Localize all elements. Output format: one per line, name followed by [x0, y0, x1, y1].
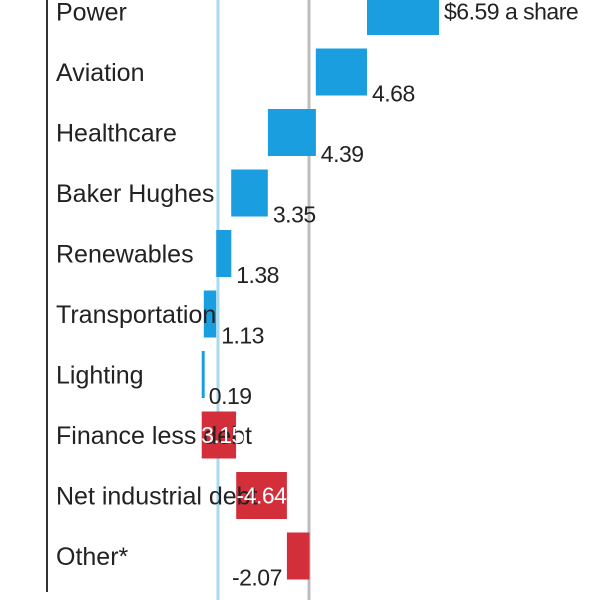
bar-other — [286, 532, 310, 580]
bar-renewables — [216, 230, 232, 277]
category-label-aviation: Aviation — [56, 59, 145, 87]
category-label-healthcare: Healthcare — [56, 120, 177, 148]
bar-aviation — [315, 48, 367, 96]
bar-baker-hughes — [231, 169, 268, 217]
bar-lighting — [201, 351, 205, 398]
value-label-aviation: 4.68 — [372, 81, 415, 107]
category-label-renewables: Renewables — [56, 241, 194, 269]
bar-transportation — [203, 290, 217, 338]
bar-net-industrial-debt — [236, 472, 287, 519]
value-label-power: $6.59 a share — [444, 0, 578, 25]
value-label-healthcare: 4.39 — [321, 141, 364, 167]
value-label-finance-less-debt: -3.15 — [194, 422, 244, 448]
category-label-finance-less-debt: Finance less debt — [56, 422, 252, 450]
category-label-power: Power — [56, 0, 127, 27]
bar-healthcare — [267, 109, 316, 156]
category-label-transportation: Transportation — [56, 301, 216, 329]
bar-finance-less-debt — [201, 411, 237, 459]
category-label-lighting: Lighting — [56, 362, 144, 390]
value-label-lighting: 0.19 — [209, 383, 252, 409]
value-label-baker-hughes: 3.35 — [273, 202, 316, 228]
value-label-transportation: 1.13 — [221, 323, 264, 349]
category-label-net-industrial-debt: Net industrial debt — [56, 483, 258, 511]
value-label-other: -2.07 — [232, 565, 282, 591]
category-label-other: Other* — [56, 543, 129, 571]
value-label-renewables: 1.38 — [236, 262, 279, 288]
bar-power — [367, 0, 439, 35]
category-label-baker-hughes: Baker Hughes — [56, 180, 214, 208]
value-label-net-industrial-debt: -4.64 — [237, 483, 288, 509]
